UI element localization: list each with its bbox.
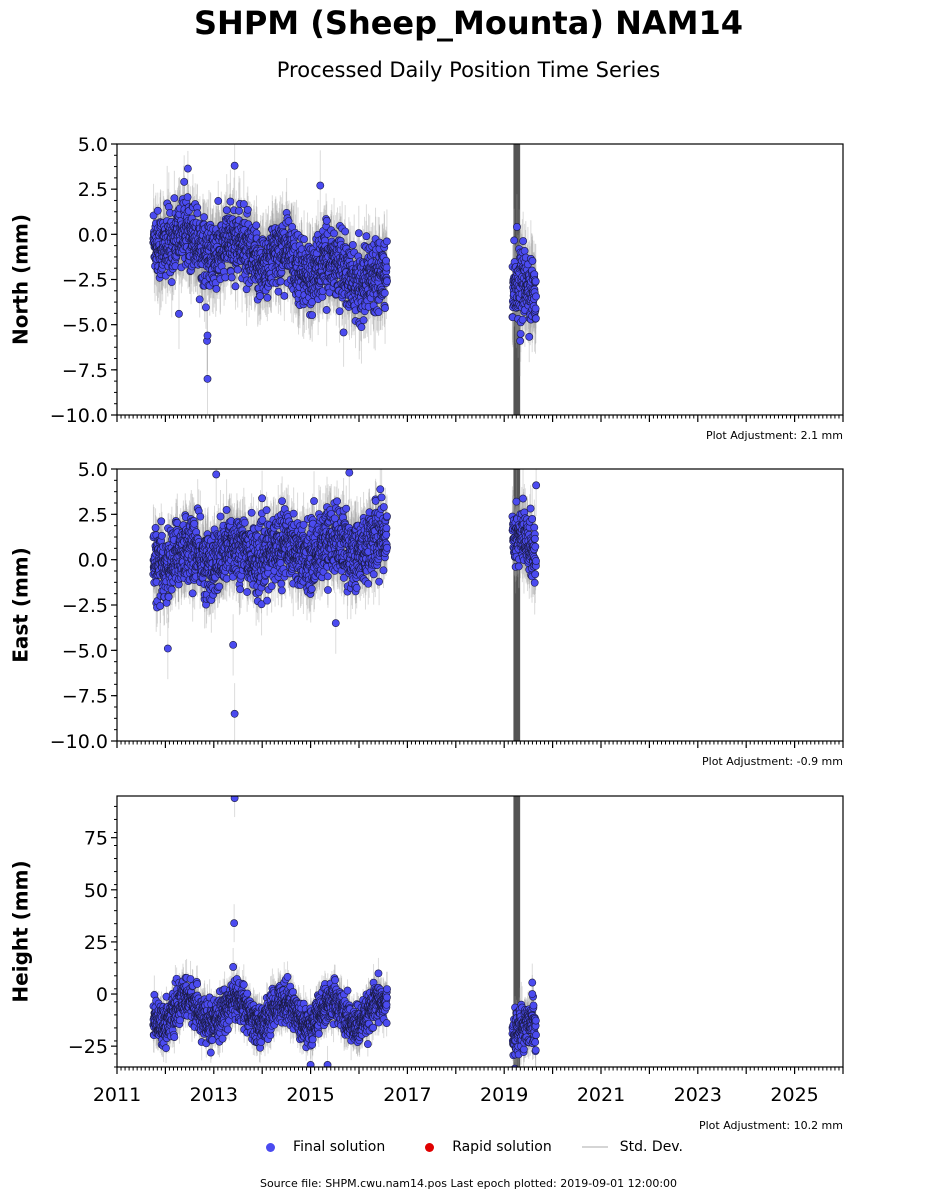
data-point xyxy=(170,194,179,203)
data-point xyxy=(280,291,289,300)
data-point xyxy=(513,223,521,231)
data-point xyxy=(516,337,525,345)
chart-subtitle: Processed Daily Position Time Series xyxy=(276,58,661,82)
data-point xyxy=(231,282,240,291)
data-point xyxy=(243,205,252,214)
y-tick-label: −7.5 xyxy=(62,360,108,382)
data-point xyxy=(341,227,350,236)
data-point xyxy=(202,303,210,312)
plot-area xyxy=(149,469,541,741)
data-point xyxy=(354,229,363,238)
data-point xyxy=(531,304,540,313)
data-point xyxy=(518,315,527,324)
data-point xyxy=(525,332,534,341)
data-point xyxy=(348,241,357,249)
data-point xyxy=(532,292,540,301)
data-point xyxy=(380,289,389,297)
data-point xyxy=(256,292,265,300)
data-point xyxy=(153,206,162,215)
data-point xyxy=(276,277,285,286)
data-point xyxy=(195,295,204,304)
data-point xyxy=(362,232,371,241)
y-tick-label: −2.5 xyxy=(62,270,108,292)
panel-0: 5.0 2.5 0.0 −2.5 −5.0 −7.5 −10.0 North (mm) Plot… xyxy=(9,134,844,442)
y-tick-label: 5.0 xyxy=(78,134,108,156)
data-point xyxy=(183,164,192,173)
data-point xyxy=(516,329,525,338)
data-point xyxy=(226,197,235,206)
y-axis-label: North (mm) xyxy=(9,214,33,345)
data-point xyxy=(222,206,231,215)
data-point xyxy=(252,221,261,230)
data-point xyxy=(230,161,239,170)
data-point xyxy=(531,314,540,323)
data-point xyxy=(300,235,308,244)
plot-area xyxy=(149,144,540,415)
data-point xyxy=(510,236,519,245)
data-point xyxy=(212,285,221,293)
data-point xyxy=(374,308,383,316)
data-point xyxy=(339,328,348,337)
data-point xyxy=(175,309,183,318)
data-point xyxy=(203,331,212,340)
data-point xyxy=(382,263,391,272)
data-point xyxy=(274,287,283,296)
data-point xyxy=(203,374,212,383)
data-point xyxy=(183,193,192,202)
data-point xyxy=(520,247,529,255)
plot-adjustment-label: Plot Adjustment: 2.1 mm xyxy=(706,429,843,442)
data-point xyxy=(239,200,248,208)
data-point xyxy=(357,323,366,332)
data-point xyxy=(167,278,176,286)
data-point xyxy=(531,277,540,286)
y-tick-label: 2.5 xyxy=(78,179,108,201)
y-tick-label: −10.0 xyxy=(50,405,108,427)
data-point xyxy=(214,197,223,205)
data-point xyxy=(316,181,325,190)
data-point xyxy=(382,256,391,265)
data-point xyxy=(180,177,189,186)
data-point xyxy=(284,217,293,226)
data-point xyxy=(227,273,236,282)
data-point xyxy=(200,213,208,222)
data-point xyxy=(322,306,331,314)
y-tick-label: −5.0 xyxy=(62,315,108,337)
data-point xyxy=(308,311,317,320)
data-point xyxy=(519,237,528,245)
y-tick-label: 0.0 xyxy=(78,224,108,246)
data-point xyxy=(381,304,389,312)
data-point xyxy=(193,209,202,218)
data-point xyxy=(335,307,344,316)
data-point xyxy=(330,229,338,238)
data-point xyxy=(383,277,391,286)
data-point xyxy=(263,293,272,302)
data-point xyxy=(359,316,368,325)
data-point xyxy=(528,257,537,265)
data-point xyxy=(221,273,230,282)
data-point xyxy=(233,265,242,274)
data-point xyxy=(383,237,391,246)
data-point xyxy=(322,216,331,225)
data-point xyxy=(235,206,243,215)
chart-title: SHPM (Sheep_Mounta) NAM14 xyxy=(194,4,743,42)
